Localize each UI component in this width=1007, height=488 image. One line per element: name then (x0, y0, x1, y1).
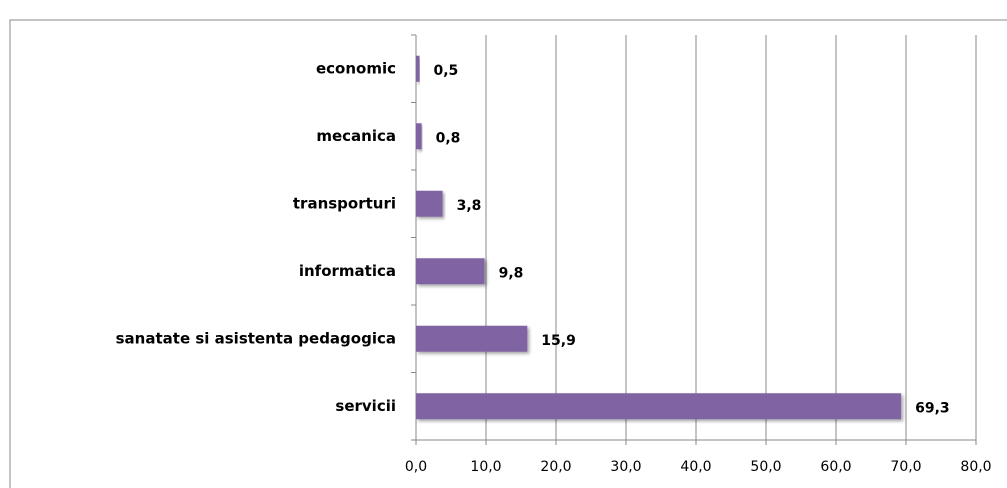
x-tick-label: 60,0 (820, 459, 851, 475)
x-tick-label: 70,0 (890, 459, 921, 475)
x-tick-label: 20,0 (540, 459, 571, 475)
y-tick-label: servicii (335, 397, 396, 415)
bar (416, 393, 902, 420)
y-tick-label: informatica (299, 262, 396, 280)
x-tick-label: 40,0 (680, 459, 711, 475)
bar (416, 55, 420, 82)
bar (416, 258, 485, 285)
data-label: 9,8 (499, 265, 524, 281)
data-label: 69,3 (915, 400, 950, 416)
bar (416, 325, 528, 352)
y-tick-label: economic (316, 59, 396, 77)
x-tick-label: 0,0 (405, 459, 427, 475)
x-tick-label: 10,0 (470, 459, 501, 475)
x-tick-label: 30,0 (610, 459, 641, 475)
y-tick-label: sanatate si asistenta pedagogica (116, 329, 396, 347)
x-tick-label: 50,0 (750, 459, 781, 475)
bar (416, 123, 422, 150)
data-label: 0,5 (434, 63, 459, 79)
y-tick-label: mecanica (316, 127, 396, 145)
data-label: 15,9 (541, 333, 576, 349)
x-tick-label: 80,0 (960, 459, 991, 475)
y-tick-label: transporturi (293, 194, 396, 212)
data-label: 0,8 (436, 130, 461, 146)
data-label: 3,8 (457, 198, 482, 214)
bar (416, 190, 443, 217)
